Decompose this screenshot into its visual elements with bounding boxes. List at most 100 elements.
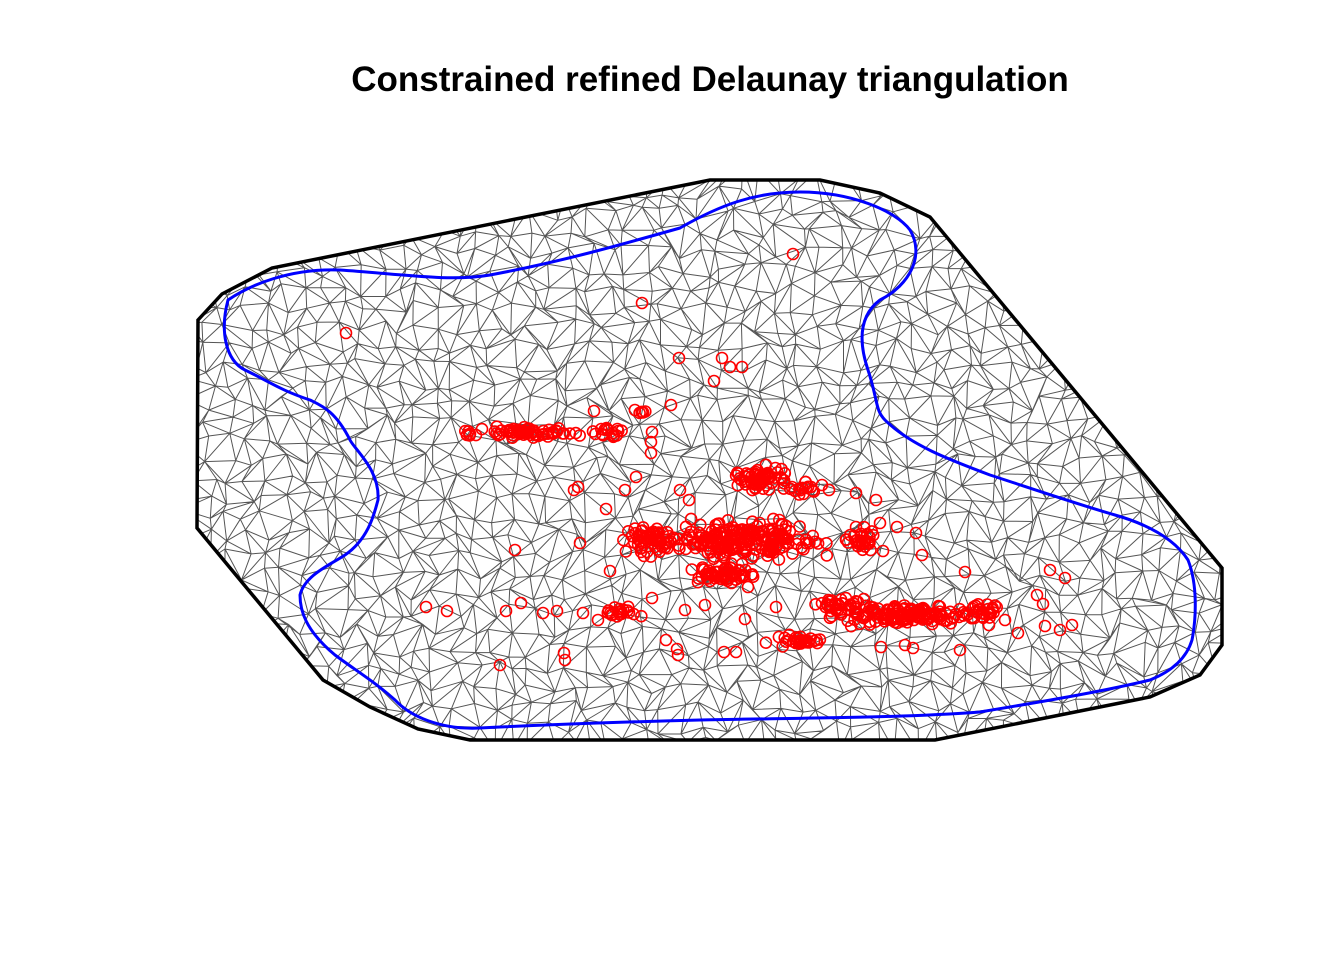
observation-point [786, 635, 800, 648]
observation-point [524, 428, 537, 442]
observation-point [659, 633, 673, 647]
observation-point [777, 473, 791, 487]
observation-point [890, 520, 904, 534]
observation-point [741, 580, 755, 594]
observation-point [528, 428, 542, 441]
observation-point [634, 609, 648, 623]
observation-point [797, 487, 810, 501]
observation-point [651, 543, 665, 556]
observation-point [721, 513, 735, 527]
observation-point [1043, 563, 1057, 577]
observation-point [998, 613, 1012, 627]
observation-point [645, 425, 659, 439]
observation-point [759, 543, 772, 557]
observation-point [629, 470, 643, 484]
observation-point [339, 326, 353, 340]
observation-point [619, 545, 633, 558]
observation-point [844, 619, 858, 633]
observation-point [745, 568, 759, 581]
observation-point [763, 524, 777, 538]
observation-point [684, 525, 698, 539]
observation-point [419, 600, 433, 614]
observation-point [717, 645, 731, 659]
plot-title: Constrained refined Delaunay triangulati… [351, 60, 1069, 99]
observation-point [856, 611, 870, 624]
observation-point [1011, 626, 1025, 640]
observation-point [671, 648, 685, 662]
observation-point [916, 601, 930, 615]
observation-point [475, 422, 489, 436]
observation-point [673, 483, 687, 497]
observation-point [904, 604, 918, 617]
observation-point [670, 642, 684, 656]
observation-point [720, 565, 733, 579]
observation-point [765, 476, 779, 490]
observation-point [635, 296, 649, 310]
observation-point [502, 425, 516, 439]
observation-point [599, 502, 613, 516]
observation-point [870, 607, 884, 621]
observation-point [728, 566, 742, 580]
observation-point [866, 601, 880, 614]
observation-point [718, 567, 732, 580]
observation-point [552, 421, 565, 435]
observation-point [976, 611, 990, 625]
observation-point [490, 420, 504, 434]
observation-point [729, 645, 743, 659]
observation-point [587, 404, 601, 418]
observation-point [959, 607, 973, 620]
observation-point [957, 609, 970, 622]
observation-point [514, 596, 528, 610]
observation-point [614, 605, 627, 618]
observation-point [576, 606, 590, 620]
observation-point [803, 536, 816, 550]
observation-point [799, 536, 813, 550]
observation-point [591, 613, 605, 627]
observation-point [603, 564, 617, 578]
observation-point [660, 525, 674, 539]
observation-point [600, 421, 613, 435]
observation-point [873, 516, 887, 530]
observation-point [508, 543, 522, 557]
observation-point [689, 537, 703, 551]
observation-point [463, 429, 476, 442]
observation-point [730, 466, 744, 480]
observation-point [571, 480, 585, 494]
observation-point [588, 427, 602, 441]
observation-point [778, 536, 792, 550]
observation-point [645, 591, 659, 605]
observation-point [759, 636, 773, 650]
observation-point [810, 633, 823, 647]
observation-point [499, 604, 513, 618]
observation-point [634, 545, 648, 559]
observation-point [869, 493, 883, 507]
observation-point [628, 522, 642, 535]
observation-point [788, 484, 802, 498]
observation-point [707, 374, 721, 388]
observation-point [967, 600, 980, 614]
observation-point [820, 549, 834, 562]
observation-point [860, 528, 874, 541]
observation-point [635, 405, 648, 419]
observation-point [874, 640, 888, 654]
observation-point [1058, 571, 1072, 585]
observation-point [891, 607, 904, 620]
observation-point [799, 533, 813, 547]
observation-point [785, 480, 799, 494]
observation-point [925, 614, 939, 628]
observation-point [1030, 588, 1044, 602]
observation-point [718, 539, 732, 553]
observation-point [769, 600, 783, 614]
observation-point [469, 428, 483, 442]
observation-point [850, 533, 864, 547]
observation-point [953, 643, 967, 657]
observation-point [616, 603, 630, 616]
observation-point [988, 599, 1002, 612]
observation-point [793, 520, 806, 533]
observation-point [1036, 597, 1050, 611]
observation-point [752, 469, 766, 482]
observation-point [558, 653, 572, 667]
observation-point [724, 538, 738, 551]
observation-point [898, 638, 912, 652]
